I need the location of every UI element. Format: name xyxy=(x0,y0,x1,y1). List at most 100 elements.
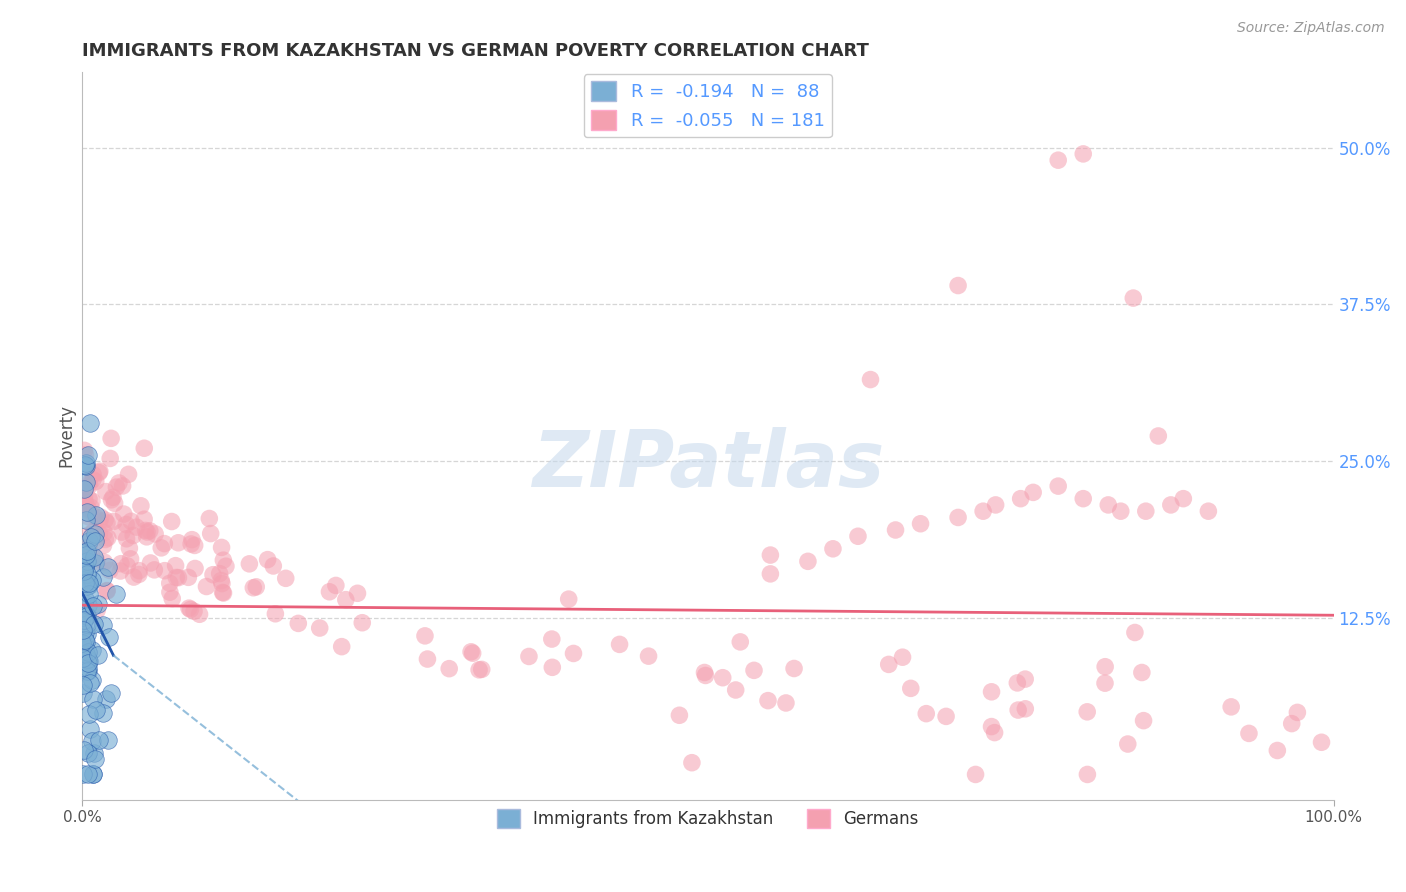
Point xyxy=(183,604,205,618)
Point xyxy=(884,523,907,537)
Point xyxy=(325,578,347,592)
Point xyxy=(134,524,156,538)
Point xyxy=(742,664,765,678)
Point xyxy=(72,686,94,700)
Point xyxy=(84,752,107,766)
Point xyxy=(76,746,98,760)
Text: Source: ZipAtlas.com: Source: ZipAtlas.com xyxy=(1237,21,1385,35)
Point xyxy=(93,555,115,569)
Point xyxy=(89,514,111,528)
Point xyxy=(211,576,233,591)
Point xyxy=(1286,706,1309,720)
Point xyxy=(108,475,131,490)
Point xyxy=(100,686,122,700)
Point xyxy=(859,373,882,387)
Point xyxy=(1071,491,1094,506)
Point xyxy=(86,508,108,522)
Text: IMMIGRANTS FROM KAZAKHSTAN VS GERMAN POVERTY CORRELATION CHART: IMMIGRANTS FROM KAZAKHSTAN VS GERMAN POV… xyxy=(82,42,869,60)
Point xyxy=(117,467,139,482)
Point xyxy=(212,586,235,600)
Point xyxy=(308,621,330,635)
Point xyxy=(110,564,132,578)
Point xyxy=(1281,716,1303,731)
Point xyxy=(73,489,96,503)
Point xyxy=(143,527,166,541)
Point xyxy=(75,448,97,462)
Point xyxy=(274,571,297,585)
Point xyxy=(110,557,132,571)
Point xyxy=(84,534,107,549)
Point xyxy=(980,685,1002,699)
Point xyxy=(1094,659,1116,673)
Legend: Immigrants from Kazakhstan, Germans: Immigrants from Kazakhstan, Germans xyxy=(491,803,925,835)
Point xyxy=(139,556,162,570)
Point xyxy=(83,550,105,565)
Point xyxy=(103,514,125,528)
Point xyxy=(79,676,101,690)
Point xyxy=(318,584,340,599)
Point xyxy=(346,586,368,600)
Point xyxy=(1265,743,1288,757)
Point xyxy=(75,458,97,472)
Point xyxy=(1123,625,1146,640)
Point xyxy=(80,673,103,687)
Point xyxy=(1094,676,1116,690)
Point xyxy=(100,492,122,507)
Point xyxy=(75,575,97,590)
Point xyxy=(91,706,114,720)
Point xyxy=(73,564,96,578)
Point xyxy=(73,613,96,627)
Point xyxy=(437,662,460,676)
Point xyxy=(87,648,110,662)
Point xyxy=(72,576,94,591)
Point xyxy=(167,535,190,549)
Point xyxy=(87,466,110,480)
Point xyxy=(76,645,98,659)
Point xyxy=(242,581,264,595)
Point xyxy=(75,483,97,497)
Point xyxy=(693,665,716,680)
Point xyxy=(1007,703,1029,717)
Point xyxy=(82,549,104,564)
Point xyxy=(984,498,1007,512)
Point xyxy=(76,651,98,665)
Point xyxy=(1197,504,1219,518)
Point xyxy=(75,475,97,490)
Point xyxy=(1076,767,1098,781)
Point xyxy=(183,538,205,552)
Point xyxy=(76,554,98,568)
Point xyxy=(180,537,202,551)
Point xyxy=(122,528,145,542)
Point xyxy=(460,645,482,659)
Point xyxy=(198,511,221,525)
Point xyxy=(82,599,104,613)
Point xyxy=(1007,676,1029,690)
Point xyxy=(73,591,96,606)
Point xyxy=(73,608,96,623)
Point xyxy=(77,576,100,591)
Point xyxy=(201,567,224,582)
Point xyxy=(211,541,233,555)
Point xyxy=(184,561,207,575)
Point xyxy=(111,525,134,540)
Point xyxy=(695,668,717,682)
Text: ZIPatlas: ZIPatlas xyxy=(531,427,884,503)
Point xyxy=(80,531,103,545)
Point xyxy=(77,578,100,592)
Point xyxy=(1047,153,1070,168)
Point xyxy=(77,654,100,668)
Point xyxy=(134,442,156,456)
Point xyxy=(96,733,118,747)
Point xyxy=(89,526,111,541)
Point xyxy=(730,635,752,649)
Point xyxy=(84,556,107,570)
Point xyxy=(84,703,107,717)
Point xyxy=(153,536,176,550)
Point xyxy=(165,570,187,584)
Point xyxy=(72,485,94,500)
Point xyxy=(98,563,121,577)
Point xyxy=(1132,714,1154,728)
Point xyxy=(76,448,98,462)
Point xyxy=(82,767,104,781)
Point xyxy=(980,720,1002,734)
